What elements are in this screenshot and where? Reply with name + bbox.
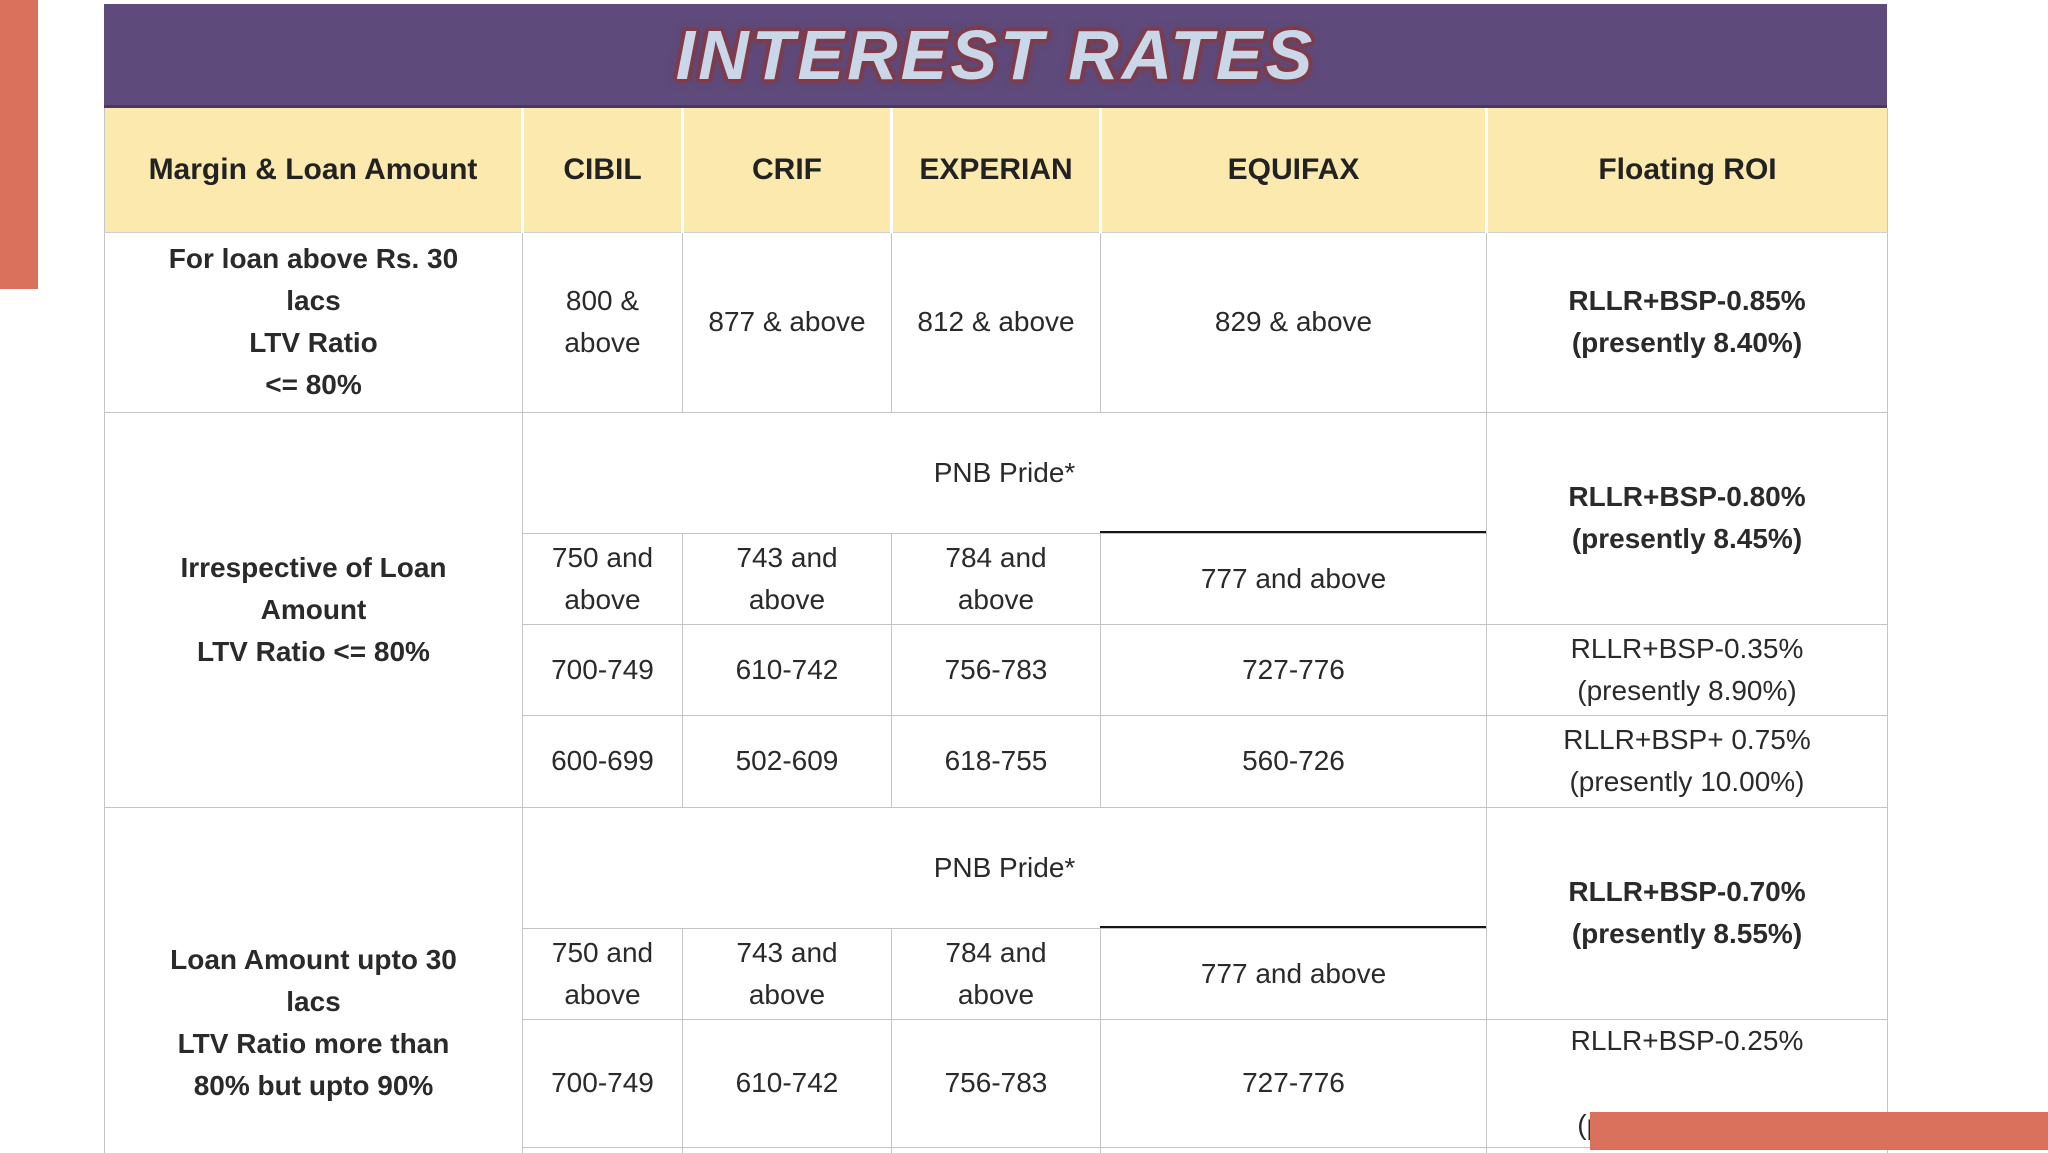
section3-pnb-pride-label: PNB Pride*	[933, 851, 1076, 883]
section2-pnb-pride-label: PNB Pride*	[933, 456, 1076, 488]
section3-roi-pride-cell: RLLR+BSP-0.70% (presently 8.55%)	[1486, 806, 1888, 1020]
header-experian: EXPERIAN	[890, 108, 1102, 233]
section2-row1-crif-cell: 743 and above	[682, 532, 892, 625]
section2-margin-cell: Irrespective of Loan Amount LTV Ratio <=…	[104, 411, 523, 808]
section2-row2-equifax-cell: 727-776	[1100, 623, 1487, 716]
title-banner: INTEREST RATES	[104, 4, 1887, 108]
table-row: Irrespective of Loan Amount LTV Ratio <=…	[104, 411, 1888, 808]
table-row: For loan above Rs. 30 lacs LTV Ratio <= …	[104, 231, 1888, 413]
table-row: 750 and above 743 and above 784 and abov…	[105, 927, 1888, 1020]
section2-row3-roi-cell: RLLR+BSP+ 0.75% (presently 10.00%)	[1486, 714, 1888, 808]
section3-row1-experian-cell: 784 and above	[891, 927, 1101, 1020]
section3-row1-equifax-cell: 777 and above	[1100, 927, 1487, 1020]
header-cibil: CIBIL	[521, 108, 684, 233]
page-title: INTEREST RATES	[675, 15, 1316, 94]
section2-row1-equifax-cell: 777 and above	[1100, 532, 1487, 625]
section2-row2-cibil-cell: 700-749	[522, 623, 683, 716]
section2-row3-experian-cell: 618-755	[891, 714, 1101, 808]
section3-row3-cibil-cell: 600-699	[522, 1146, 683, 1153]
table-row: Loan Amount upto 30 lacs LTV Ratio more …	[104, 806, 1888, 1153]
header-equifax: EQUIFAX	[1099, 108, 1488, 233]
section2-row2-crif-cell: 610-742	[682, 623, 892, 716]
section3-row3-crif-cell: 556-609	[682, 1146, 892, 1153]
table-row: 700-749 610-742 756-783 727-776 RLLR+BSP…	[105, 1018, 1888, 1148]
section3-pnb-pride-cell: PNB Pride*	[522, 806, 1487, 929]
section3-row2-equifax-cell: 727-776	[1100, 1018, 1487, 1148]
equifax-underline	[1100, 925, 1486, 927]
header-crif: CRIF	[681, 108, 893, 233]
row1-margin-cell: For loan above Rs. 30 lacs LTV Ratio <= …	[104, 231, 523, 413]
section2-roi-pride-cell: RLLR+BSP-0.80% (presently 8.45%)	[1486, 411, 1888, 625]
section3-row2-cibil-cell: 700-749	[522, 1018, 683, 1148]
section3-row1-crif-cell: 743 and above	[682, 927, 892, 1020]
section2-row3-crif-cell: 502-609	[682, 714, 892, 808]
header-floating-roi: Floating ROI	[1485, 108, 1888, 233]
row1-experian-cell: 812 & above	[891, 231, 1101, 413]
section2-row1-experian-cell: 784 and above	[891, 532, 1101, 625]
section3-margin-cell: Loan Amount upto 30 lacs LTV Ratio more …	[104, 806, 523, 1153]
section3-row3-experian-cell: 668-755	[891, 1146, 1101, 1153]
section3-row2-experian-cell: 756-783	[891, 1018, 1101, 1148]
bottom-accent-bar	[1590, 1112, 2048, 1150]
section2-pnb-pride-cell: PNB Pride*	[522, 411, 1487, 534]
section2-row1-cibil-cell: 750 and above	[522, 532, 683, 625]
section3-row3-equifax-cell: 610-726	[1100, 1146, 1487, 1153]
header-margin-loan-amount: Margin & Loan Amount	[104, 108, 524, 233]
row1-crif-cell: 877 & above	[682, 231, 892, 413]
left-accent-bar	[0, 0, 38, 289]
section2-row2-experian-cell: 756-783	[891, 623, 1101, 716]
row1-roi-cell: RLLR+BSP-0.85% (presently 8.40%)	[1486, 231, 1888, 413]
section3-row2-crif-cell: 610-742	[682, 1018, 892, 1148]
interest-rates-table: Margin & Loan Amount CIBIL CRIF EXPERIAN…	[104, 108, 1888, 1153]
section2-row2-roi-cell: RLLR+BSP-0.35% (presently 8.90%)	[1486, 623, 1888, 716]
section2-row3-cibil-cell: 600-699	[522, 714, 683, 808]
table-row: 750 and above 743 and above 784 and abov…	[105, 532, 1888, 625]
row1-cibil-cell: 800 & above	[522, 231, 683, 413]
table-row: 600-699 502-609 618-755 560-726 RLLR+BSP…	[105, 714, 1888, 808]
header-row: Margin & Loan Amount CIBIL CRIF EXPERIAN…	[104, 108, 1888, 233]
section3-row1-cibil-cell: 750 and above	[522, 927, 683, 1020]
equifax-underline	[1100, 530, 1486, 532]
section2-row3-equifax-cell: 560-726	[1100, 714, 1487, 808]
row1-equifax-cell: 829 & above	[1100, 231, 1487, 413]
